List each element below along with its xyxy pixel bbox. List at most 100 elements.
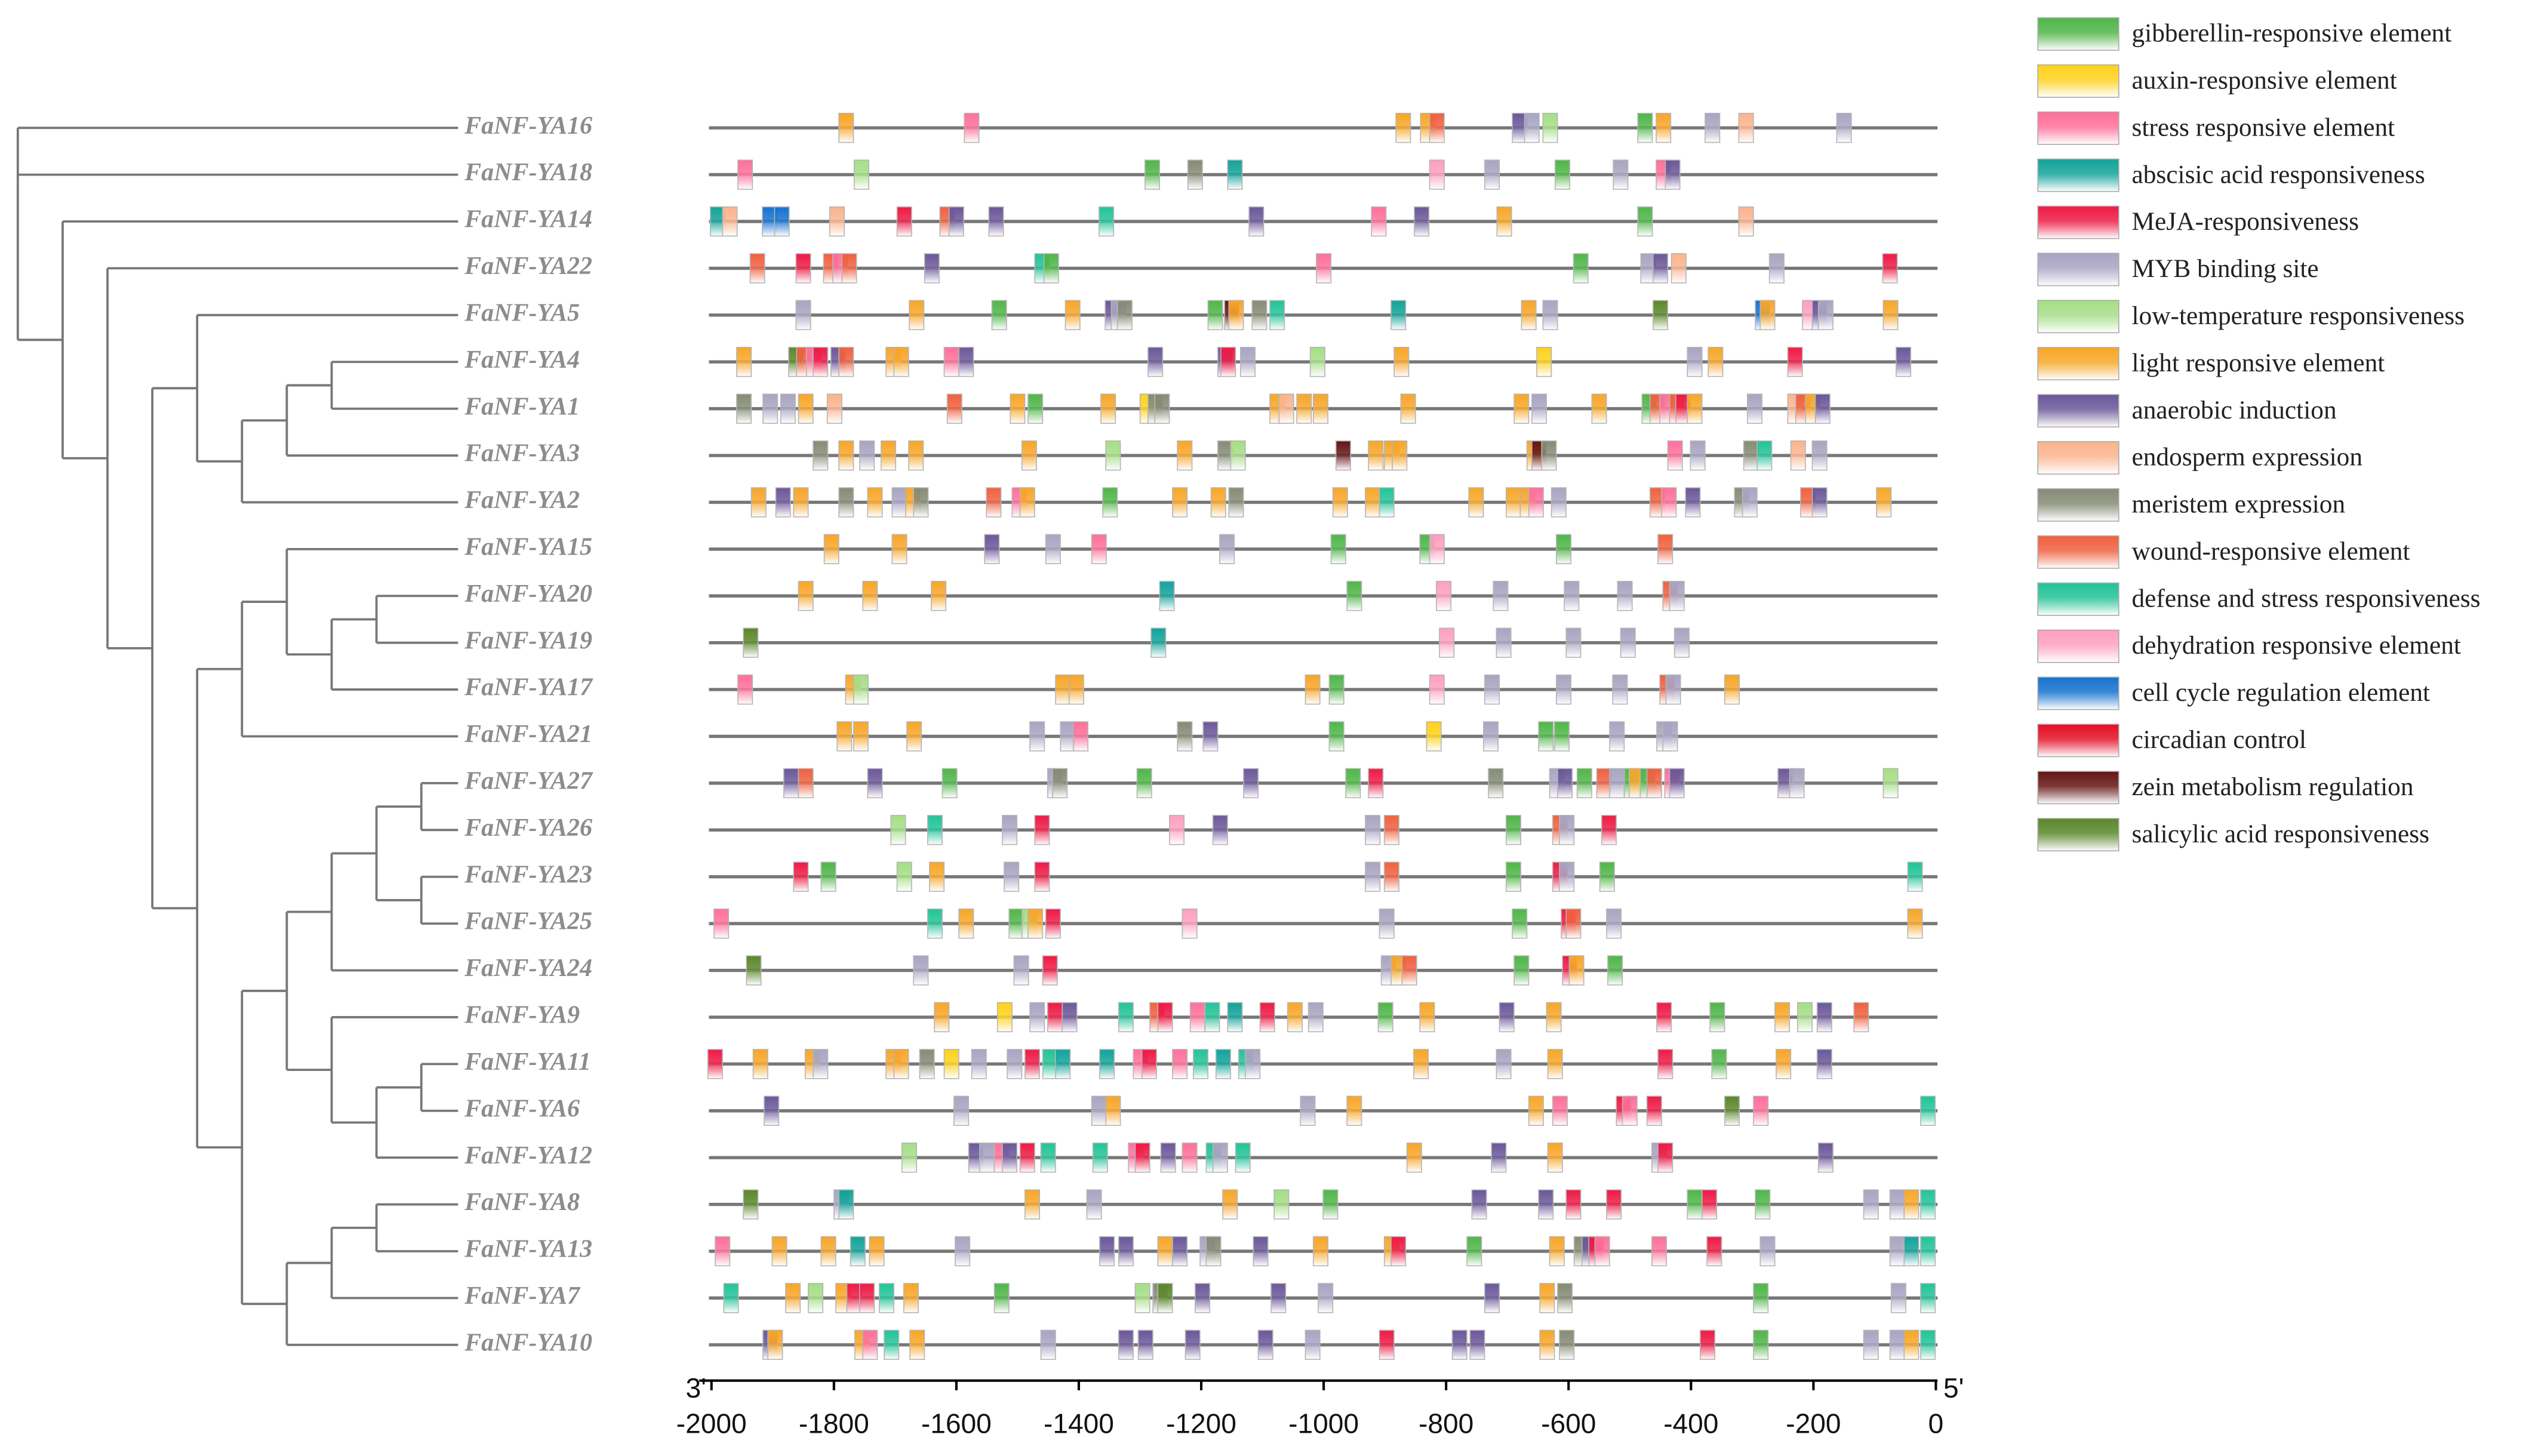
cis-element [890, 815, 906, 845]
cis-element [1105, 1095, 1121, 1126]
cis-element [1512, 908, 1528, 939]
cis-element [1505, 861, 1521, 892]
cis-element [891, 487, 907, 518]
cis-element [909, 1329, 925, 1360]
cis-element [1239, 347, 1256, 377]
cis-element [1549, 1236, 1565, 1267]
cis-element [1379, 908, 1395, 939]
cis-element [1052, 768, 1068, 799]
cis-element [1863, 1329, 1879, 1360]
gene-label: FaNF-YA13 [464, 1236, 592, 1263]
cis-element [1687, 347, 1703, 377]
cis-element [1903, 1329, 1919, 1360]
legend-label: auxin-responsive element [2132, 66, 2397, 94]
cis-element [1756, 440, 1773, 471]
cis-element [853, 159, 869, 190]
cis-element [958, 908, 974, 939]
cis-element [1920, 1329, 1936, 1360]
gene-label: FaNF-YA26 [464, 814, 593, 842]
cis-element [1222, 1189, 1238, 1220]
cis-element [1439, 627, 1455, 658]
gene-label: FaNF-YA4 [464, 346, 580, 374]
cis-element [1212, 1142, 1228, 1173]
cis-element [1539, 1283, 1555, 1313]
cis-element [1552, 1095, 1568, 1126]
axis-end-label: 5' [1943, 1372, 1964, 1403]
cis-element [1484, 159, 1500, 190]
cis-element [752, 1049, 768, 1079]
cis-element [1345, 768, 1361, 799]
cis-element [1328, 721, 1345, 752]
cis-element [927, 815, 943, 845]
cis-element [1656, 112, 1672, 143]
cis-element [1817, 300, 1833, 331]
cis-element [1172, 1236, 1188, 1267]
cis-element [1371, 206, 1387, 237]
cis-element [1876, 487, 1892, 518]
cis-element [1245, 1049, 1261, 1079]
cis-element [881, 440, 897, 471]
cis-element [722, 206, 738, 237]
cis-element [1863, 1189, 1879, 1220]
cis-element [943, 1049, 959, 1079]
cis-element [1393, 347, 1410, 377]
cis-element [1322, 1189, 1339, 1220]
gene-label: FaNF-YA24 [464, 955, 592, 982]
cis-element [1797, 1002, 1813, 1033]
cis-element [964, 112, 980, 143]
cis-element [774, 206, 790, 237]
cis-element [1259, 1002, 1275, 1033]
cis-element [1753, 1095, 1769, 1126]
cis-element [1141, 1049, 1157, 1079]
cis-element [764, 1095, 780, 1126]
cis-element [1235, 1142, 1251, 1173]
cis-element [1429, 674, 1445, 705]
cis-element [823, 534, 839, 565]
cis-element [1034, 815, 1050, 845]
cis-element [1189, 1002, 1205, 1033]
gene-label: FaNF-YA12 [464, 1142, 592, 1169]
cis-element [1606, 1189, 1622, 1220]
cis-element [1312, 1236, 1328, 1267]
cis-element [1091, 534, 1107, 565]
cis-element [1002, 1142, 1018, 1173]
cis-element [1746, 393, 1762, 424]
cis-element [929, 861, 945, 892]
legend-label: MeJA-responsiveness [2132, 207, 2359, 236]
cis-element [1541, 440, 1557, 471]
cis-element [1738, 206, 1754, 237]
legend-swatch [2037, 347, 2119, 381]
cis-element [1451, 1329, 1468, 1360]
cis-element [984, 534, 1000, 565]
cis-element [1426, 721, 1442, 752]
x-tick-label: -2000 [676, 1408, 747, 1439]
cis-element [1377, 1002, 1393, 1033]
cis-element [798, 768, 814, 799]
cis-element [1160, 1142, 1176, 1173]
cis-element [1308, 1002, 1324, 1033]
cis-element [931, 581, 947, 611]
cis-element [1622, 1095, 1638, 1126]
cis-element [1305, 1329, 1321, 1360]
cis-element [1606, 908, 1622, 939]
cis-element [1395, 112, 1411, 143]
gene-label: FaNF-YA22 [464, 253, 592, 280]
cis-element [736, 393, 752, 424]
cis-element [1429, 112, 1445, 143]
cis-element [1383, 815, 1399, 845]
cis-element [1656, 1002, 1672, 1033]
cis-element [1687, 1189, 1703, 1220]
cis-element [715, 1236, 731, 1267]
cis-element [783, 768, 799, 799]
cis-element [1157, 1236, 1173, 1267]
cis-element [1493, 581, 1509, 611]
cis-element [1724, 674, 1740, 705]
cis-element [1657, 534, 1673, 565]
cis-element [1816, 1049, 1832, 1079]
cis-element [1546, 1002, 1562, 1033]
cis-element [723, 1283, 739, 1313]
cis-element [1055, 674, 1071, 705]
gene-label: FaNF-YA20 [464, 580, 592, 608]
cis-element [1665, 674, 1681, 705]
cis-element [1406, 1142, 1422, 1173]
